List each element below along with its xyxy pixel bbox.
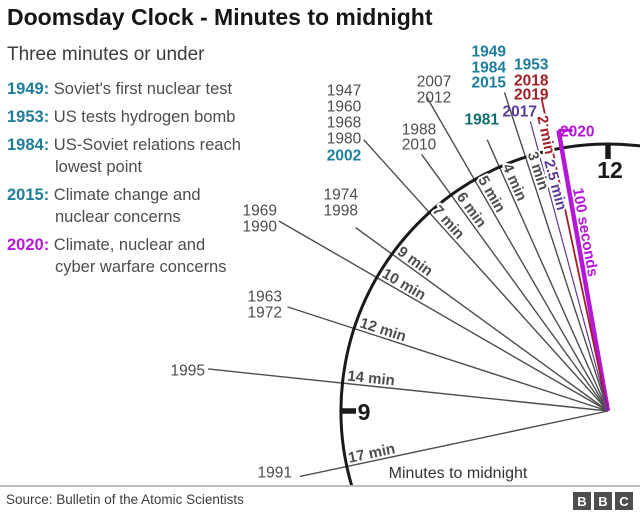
spoke-line-6-min — [421, 154, 609, 412]
year-label-2018: 2018 — [514, 73, 549, 90]
legend-item: 2020: Climate, nuclear and cyber warfare… — [7, 234, 312, 278]
legend-text: US-Soviet relations reach lowest point — [53, 136, 241, 176]
clock-numeral-12: 12 — [597, 157, 623, 183]
legend-item: 2015: Climate change and nuclear concern… — [7, 184, 312, 228]
spoke-line-3-min — [503, 92, 609, 412]
year-label-1991: 1991 — [258, 465, 292, 482]
legend-item: 1949: Soviet's first nuclear test — [7, 78, 312, 100]
year-label-2019: 2019 — [514, 87, 549, 104]
spoke-label-17-min: 17 min — [347, 440, 397, 467]
footer-bar: Source: Bulletin of the Atomic Scientist… — [0, 485, 640, 513]
spoke-label-100-seconds: 100 seconds — [569, 186, 601, 278]
legend-item: 1984: US-Soviet relations reach lowest p… — [7, 134, 312, 178]
legend-text: Climate, nuclear and cyber warfare conce… — [53, 236, 227, 276]
legend-year: 1953: — [7, 108, 50, 126]
spoke-line-17-min — [299, 410, 609, 478]
year-label-2015: 2015 — [472, 75, 507, 92]
legend-year: 2015: — [7, 186, 50, 204]
spoke-line-10-min — [278, 220, 609, 412]
legend-year: 1984: — [7, 136, 50, 154]
page-title: Doomsday Clock - Minutes to midnight — [7, 4, 433, 30]
year-label-1974: 1974 — [324, 187, 359, 204]
spoke-line-7-min — [363, 139, 609, 412]
year-label-1988: 1988 — [402, 122, 436, 139]
year-label-1972: 1972 — [248, 305, 282, 322]
year-label-2012: 2012 — [417, 90, 451, 107]
year-label-2002: 2002 — [327, 148, 361, 165]
legend-text: Soviet's first nuclear test — [53, 80, 233, 98]
clock-numeral-9: 9 — [358, 399, 371, 425]
year-label-1990: 1990 — [243, 219, 278, 236]
spoke-line-100-seconds — [556, 129, 611, 412]
spoke-line-14-min — [208, 368, 609, 412]
year-label-1995: 1995 — [171, 363, 205, 380]
spoke-label-12-min: 12 min — [358, 315, 408, 346]
year-label-1984: 1984 — [472, 60, 507, 77]
year-label-1963: 1963 — [248, 289, 282, 306]
legend-text: Climate change and nuclear concerns — [53, 186, 201, 226]
year-label-1949: 1949 — [472, 44, 507, 61]
year-label-1998: 1998 — [324, 203, 358, 220]
source-text: Source: Bulletin of the Atomic Scientist… — [6, 492, 244, 507]
bbc-logo-block: B — [573, 492, 591, 510]
spoke-line-2.5-min — [529, 121, 609, 412]
spoke-line-12-min — [287, 306, 609, 412]
year-label-2010: 2010 — [402, 137, 437, 154]
year-label-1947: 1947 — [327, 83, 361, 100]
spoke-line-9-min — [355, 227, 609, 412]
bbc-logo-block: C — [615, 492, 633, 510]
year-label-2017: 2017 — [503, 104, 537, 121]
bbc-logo-block: B — [594, 492, 612, 510]
legend-text: US tests hydrogen bomb — [53, 108, 236, 126]
spoke-label-14-min: 14 min — [347, 368, 396, 390]
year-label-1968: 1968 — [327, 115, 361, 132]
spoke-line-2-min — [540, 97, 609, 412]
legend-year: 1949: — [7, 80, 50, 98]
subtitle: Three minutes or under — [7, 44, 205, 65]
year-label-2007: 2007 — [417, 74, 451, 91]
year-label-2020: 2020 — [560, 124, 594, 141]
legend-item: 1953: US tests hydrogen bomb — [7, 106, 312, 128]
year-label-1953: 1953 — [514, 57, 549, 74]
axis-label: Minutes to midnight — [389, 465, 528, 482]
year-label-1981: 1981 — [465, 112, 500, 129]
legend-year: 2020: — [7, 236, 50, 254]
year-label-1960: 1960 — [327, 99, 362, 116]
legend: 1949: Soviet's first nuclear test 1953: U… — [7, 78, 312, 284]
year-label-1980: 1980 — [327, 131, 362, 148]
spoke-label-3-min: 3 min — [524, 150, 552, 193]
spoke-line-4-min — [486, 139, 609, 412]
year-label-1969: 1969 — [243, 203, 277, 220]
spoke-line-5-min — [425, 96, 609, 412]
